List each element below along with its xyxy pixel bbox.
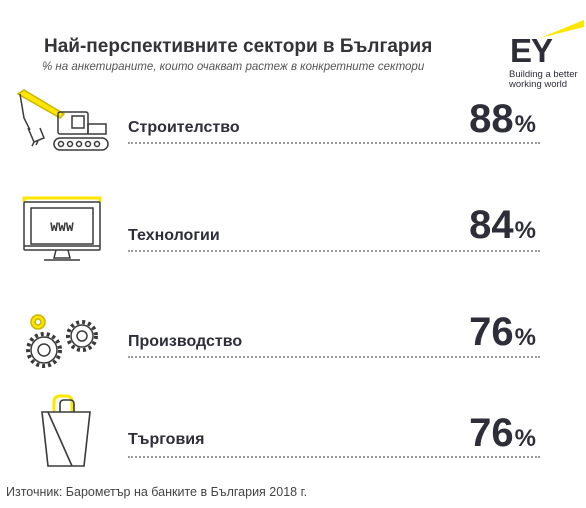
value-unit: % [514, 425, 536, 452]
sector-label: Технологии [128, 227, 220, 244]
sector-row: Производство 76% [0, 308, 586, 378]
source-note: Източник: Барометър на банките в Българи… [6, 485, 308, 499]
value-unit: % [514, 111, 536, 138]
sector-label: Търговия [128, 431, 205, 448]
monitor-text: WWW [50, 220, 74, 235]
value-number: 76 [469, 411, 514, 455]
value-number: 84 [469, 203, 514, 247]
dotted-divider [128, 456, 540, 458]
logo-tagline-line2: working world [509, 79, 568, 90]
excavator-icon [16, 89, 109, 151]
sector-value: 84% [469, 205, 536, 245]
sector-value: 76% [469, 413, 536, 453]
sector-row: WWW Технологии 84% [0, 196, 586, 266]
value-number: 76 [469, 310, 514, 354]
value-unit: % [514, 324, 536, 351]
logo-tagline-line1: Building a better [509, 69, 578, 80]
sector-row: Строителство 88% [0, 88, 586, 158]
dotted-divider [128, 356, 540, 358]
dotted-divider [128, 142, 540, 144]
gears-icon [26, 314, 98, 368]
chart-title: Най-перспективните сектори в България [44, 36, 433, 57]
value-unit: % [514, 217, 536, 244]
dotted-divider [128, 250, 540, 252]
sector-label: Производство [128, 333, 243, 350]
sector-row: Търговия 76% [0, 394, 586, 474]
monitor-www-icon: WWW [22, 196, 102, 261]
chart-subtitle: % на анкетираните, които очакват растеж … [42, 61, 425, 73]
logo-text: EY [510, 32, 553, 69]
sector-label: Строителство [128, 119, 240, 136]
sector-value: 88% [469, 99, 536, 139]
logo-beam-icon [540, 20, 584, 38]
ey-logo: EY Building a better working world [500, 18, 586, 90]
shopping-bag-icon [41, 394, 91, 467]
logo-tagline: Building a better working world [509, 70, 578, 90]
sector-value: 76% [469, 312, 536, 352]
value-number: 88 [469, 97, 514, 141]
